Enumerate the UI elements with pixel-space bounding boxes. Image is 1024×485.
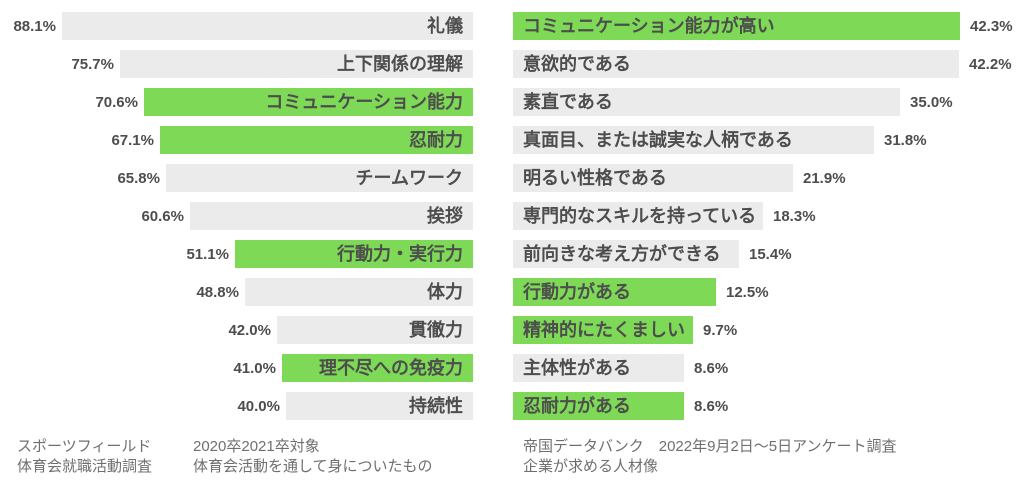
source-caption-line: 企業が求める人材像	[523, 458, 659, 475]
bar: 忍耐力	[160, 126, 473, 154]
category-label: 明るい性格である	[523, 168, 667, 188]
bar: 行動力・実行力	[235, 240, 473, 268]
value-label: 42.0%	[228, 322, 271, 339]
bar: 行動力がある	[513, 278, 716, 306]
bar: 礼儀	[62, 12, 473, 40]
category-label: 専門的なスキルを持っている	[523, 206, 757, 226]
source-caption-line: 帝国データバンク 2022年9月2日～5日アンケート調査	[523, 438, 897, 455]
category-label: コミュニケーション能力が高い	[523, 16, 775, 36]
source-caption-line: 体育会就職活動調査	[17, 458, 153, 475]
category-label: 貫徹力	[409, 320, 463, 340]
category-label: 意欲的である	[523, 54, 631, 74]
value-label: 12.5%	[726, 284, 769, 301]
bar: 主体性がある	[513, 354, 684, 382]
category-label: 体力	[427, 282, 463, 302]
value-label: 8.6%	[694, 360, 729, 377]
bar: 挨拶	[190, 202, 473, 230]
category-label: 行動力がある	[523, 282, 631, 302]
value-label: 60.6%	[141, 208, 184, 225]
bar: 忍耐力がある	[513, 392, 684, 420]
bar: 専門的なスキルを持っている	[513, 202, 763, 230]
source-caption-line: スポーツフィールド	[17, 438, 152, 455]
bar: 貫徹力	[277, 316, 473, 344]
note-caption-line: 2020卒2021卒対象	[193, 438, 320, 455]
value-label: 35.0%	[910, 94, 953, 111]
category-label: 礼儀	[427, 16, 463, 36]
bar: チームワーク	[166, 164, 473, 192]
value-label: 88.1%	[13, 18, 56, 35]
value-label: 15.4%	[749, 246, 792, 263]
category-label: 理不尽への免疫力	[319, 358, 463, 378]
category-label: 前向きな考え方ができる	[523, 244, 721, 264]
category-label: 真面目、または誠実な人柄である	[523, 130, 793, 150]
category-label: 行動力・実行力	[337, 244, 463, 264]
value-label: 21.9%	[803, 170, 846, 187]
value-label: 8.6%	[694, 398, 729, 415]
bar: 意欲的である	[513, 50, 959, 78]
value-label: 65.8%	[117, 170, 160, 187]
category-label: 上下関係の理解	[337, 54, 463, 74]
category-label: 主体性がある	[523, 358, 631, 378]
right-chart-source-caption: 帝国データバンク 2022年9月2日～5日アンケート調査 企業が求める人材像	[523, 437, 897, 477]
value-label: 70.6%	[95, 94, 138, 111]
value-label: 31.8%	[884, 132, 927, 149]
category-label: 持続性	[409, 396, 463, 416]
category-label: 挨拶	[427, 206, 463, 226]
value-label: 48.8%	[196, 284, 239, 301]
value-label: 41.0%	[233, 360, 276, 377]
value-label: 18.3%	[773, 208, 816, 225]
bar: 体力	[245, 278, 473, 306]
category-label: 忍耐力がある	[523, 396, 631, 416]
value-label: 9.7%	[703, 322, 738, 339]
bar: 素直である	[513, 88, 900, 116]
bar: 上下関係の理解	[120, 50, 473, 78]
bar: 精神的にたくましい	[513, 316, 693, 344]
category-label: コミュニケーション能力	[265, 92, 463, 112]
bar: 前向きな考え方ができる	[513, 240, 739, 268]
left-chart-source-caption: スポーツフィールド 体育会就職活動調査	[17, 437, 152, 477]
bar: 理不尽への免疫力	[282, 354, 473, 382]
category-label: 忍耐力	[409, 130, 463, 150]
bar: 真面目、または誠実な人柄である	[513, 126, 874, 154]
note-caption-line: 体育会活動を通して身についたもの	[193, 458, 433, 475]
left-chart-note-caption: 2020卒2021卒対象 体育会活動を通して身についたもの	[193, 437, 433, 477]
category-label: 素直である	[523, 92, 613, 112]
value-label: 40.0%	[237, 398, 280, 415]
bar: 明るい性格である	[513, 164, 793, 192]
value-label: 67.1%	[111, 132, 154, 149]
bar: コミュニケーション能力が高い	[513, 12, 960, 40]
bar: コミュニケーション能力	[144, 88, 473, 116]
value-label: 42.3%	[970, 18, 1013, 35]
category-label: 精神的にたくましい	[523, 320, 685, 340]
value-label: 42.2%	[969, 56, 1012, 73]
value-label: 75.7%	[71, 56, 114, 73]
value-label: 51.1%	[186, 246, 229, 263]
bar: 持続性	[286, 392, 473, 420]
category-label: チームワーク	[355, 168, 463, 188]
